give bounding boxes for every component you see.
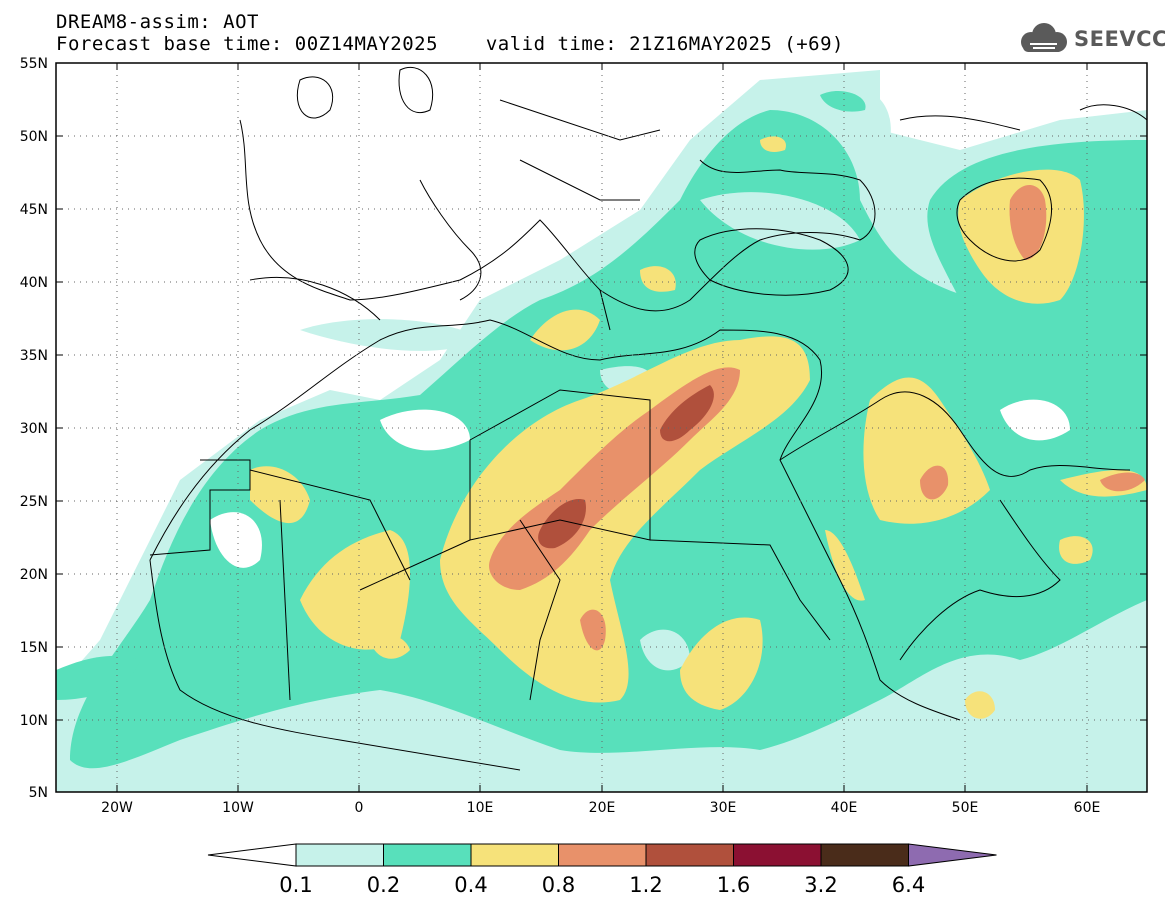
colorbar-under-triangle — [207, 843, 297, 867]
lat-label: 45N — [20, 202, 48, 218]
lon-label: 60E — [1074, 800, 1101, 816]
colorbar-level-label: 0.1 — [279, 873, 312, 897]
logo-text: SEEVCCC — [1074, 27, 1165, 51]
lon-label: 50E — [952, 800, 979, 816]
lon-label: 10E — [467, 800, 494, 816]
lat-label: 10N — [20, 713, 48, 729]
colorbar-labels: 0.1 0.2 0.4 0.8 1.2 1.6 3.2 6.4 — [279, 873, 925, 897]
lat-label: 55N — [20, 56, 48, 72]
latitude-labels: 55N 50N 45N 40N 35N 30N 25N 20N 15N 10N … — [20, 56, 48, 801]
lon-label: 40E — [831, 800, 858, 816]
lon-label: 0 — [355, 800, 364, 816]
lon-label: 30E — [710, 800, 737, 816]
lat-label: 25N — [20, 494, 48, 510]
colorbar-segment — [733, 843, 822, 867]
colorbar — [207, 843, 997, 867]
colorbar-segment — [383, 843, 472, 867]
colorbar-over-triangle — [908, 843, 997, 867]
aot-contours — [56, 63, 1147, 792]
valid-time-label: valid time: 21Z16MAY2025 (+69) — [485, 33, 844, 55]
lat-label: 35N — [20, 348, 48, 364]
time-info: Forecast base time: 00Z14MAY2025 valid t… — [56, 34, 844, 54]
lat-label: 20N — [20, 567, 48, 583]
colorbar-segment — [295, 843, 384, 867]
colorbar-level-label: 0.2 — [367, 873, 400, 897]
colorbar-level-label: 1.6 — [717, 873, 750, 897]
colorbar-segment — [645, 843, 734, 867]
lat-label: 15N — [20, 640, 48, 656]
lon-label: 20E — [589, 800, 616, 816]
lat-label: 40N — [20, 275, 48, 291]
seevccc-cloud-logo-icon — [1021, 23, 1067, 52]
map-title: DREAM8-assim: AOT — [56, 11, 259, 33]
colorbar-level-label: 1.2 — [629, 873, 662, 897]
lat-label: 5N — [29, 785, 48, 801]
lat-label: 30N — [20, 421, 48, 437]
coastlines — [149, 66, 1147, 771]
colorbar-level-label: 6.4 — [892, 873, 925, 897]
lat-label: 50N — [20, 129, 48, 145]
colorbar-segment — [558, 843, 647, 867]
colorbar-segment — [820, 843, 909, 867]
longitude-labels: 20W 10W 0 10E 20E 30E 40E 50E 60E — [101, 800, 1100, 816]
lon-label: 10W — [222, 800, 254, 816]
axis-ticks — [56, 62, 1147, 793]
colorbar-segment — [470, 843, 559, 867]
colorbar-level-label: 0.8 — [542, 873, 575, 897]
lon-label: 20W — [101, 800, 133, 816]
colorbar-level-label: 0.4 — [454, 873, 487, 897]
colorbar-level-label: 3.2 — [804, 873, 837, 897]
base-time-label: Forecast base time: 00Z14MAY2025 — [56, 33, 439, 55]
